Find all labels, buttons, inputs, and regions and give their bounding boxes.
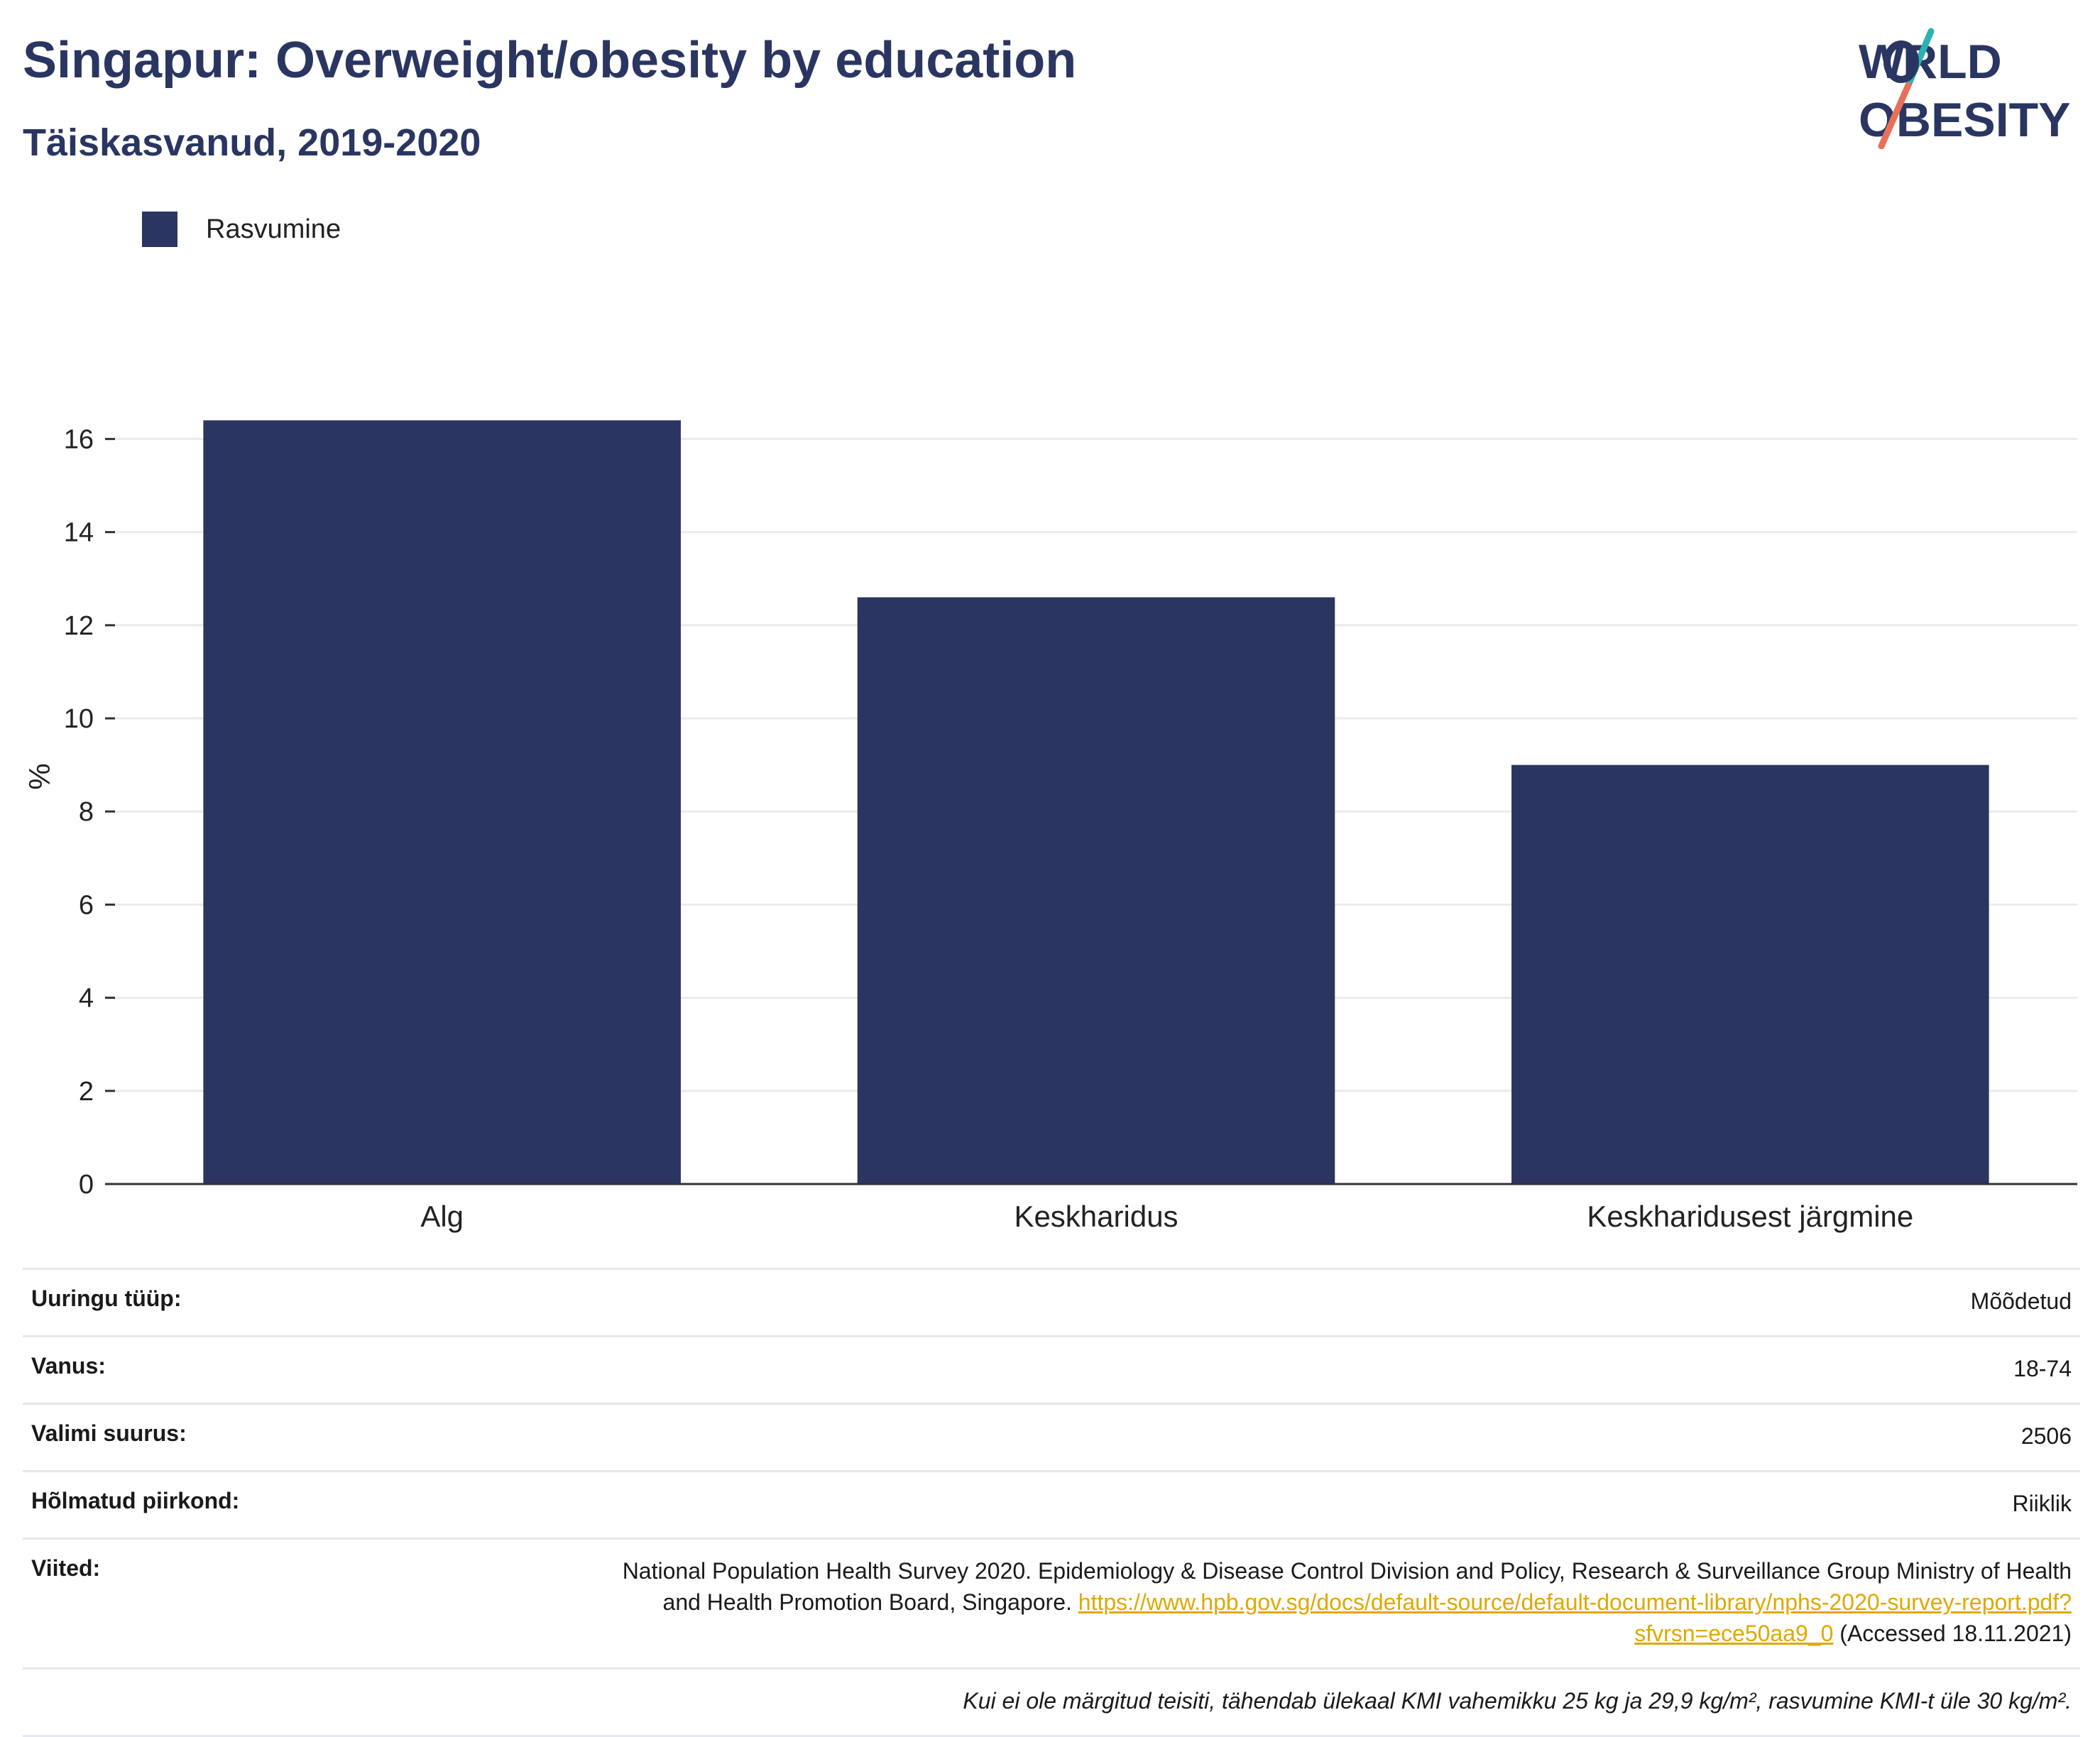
- y-axis-label: %: [23, 763, 56, 789]
- region-value: Riiklik: [2012, 1491, 2072, 1516]
- references-accessed: (Accessed 18.11.2021): [1833, 1621, 2072, 1646]
- y-tick-label: 12: [64, 611, 94, 641]
- bar-chart: 0 2 4 6 8 10 12 14 16% Alg Keskharidus Keskhariduse…: [23, 420, 2077, 1233]
- y-tick-label: 6: [79, 890, 94, 920]
- bar-2: [857, 597, 1335, 1184]
- chart-title: Singapur: Overweight/obesity by educatio…: [23, 32, 1077, 89]
- definition-note: Kui ei ole märgitud teisiti, tähendab ül…: [963, 1688, 2072, 1714]
- meta-row-note: Kui ei ole märgitud teisiti, tähendab ül…: [23, 1667, 2080, 1737]
- meta-row-survey-type: Uuringu tüüp: Mõõdetud: [23, 1268, 2080, 1335]
- references-value: National Population Health Survey 2020. …: [581, 1555, 2072, 1649]
- references-link[interactable]: https://www.hpb.gov.sg/docs/default-sour…: [1078, 1589, 2072, 1646]
- legend-swatch: [142, 212, 177, 247]
- y-tick-label: 4: [79, 984, 94, 1014]
- sample-size-value: 2506: [2020, 1423, 2072, 1449]
- chart-legend: Rasvumine: [142, 212, 341, 247]
- region-label: Hõlmatud piirkond:: [31, 1488, 240, 1513]
- age-label: Vanus:: [31, 1353, 106, 1379]
- meta-row-region: Hõlmatud piirkond: Riiklik: [23, 1470, 2080, 1538]
- x-tick-label: Alg: [420, 1200, 464, 1233]
- world-obesity-logo: W RLD OBESITY: [1859, 28, 2071, 149]
- survey-metadata-table: Uuringu tüüp: Mõõdetud Vanus: 18-74 Vali…: [23, 1268, 2080, 1737]
- age-value: 18-74: [2013, 1356, 2072, 1381]
- legend-label: Rasvumine: [206, 214, 341, 244]
- chart-subtitle: Täiskasvanud, 2019-2020: [23, 121, 481, 164]
- bar-1: [203, 420, 681, 1185]
- meta-row-references: Viited: National Population Health Surve…: [23, 1538, 2080, 1667]
- x-tick-label: Keskharidusest järgmine: [1587, 1200, 1913, 1233]
- y-tick-label: 14: [64, 518, 94, 548]
- sample-size-label: Valimi suurus:: [31, 1420, 187, 1446]
- bar-3: [1511, 765, 1989, 1184]
- y-tick-label: 2: [79, 1077, 94, 1107]
- meta-row-sample-size: Valimi suurus: 2506: [23, 1403, 2080, 1470]
- meta-row-age: Vanus: 18-74: [23, 1335, 2080, 1403]
- references-label: Viited:: [31, 1555, 101, 1581]
- y-tick-label: 0: [79, 1170, 94, 1200]
- y-tick-label: 10: [64, 704, 94, 734]
- x-tick-label: Keskharidus: [1014, 1200, 1178, 1233]
- y-tick-label: 16: [64, 424, 94, 454]
- y-tick-label: 8: [79, 797, 94, 827]
- survey-type-label: Uuringu tüüp:: [31, 1286, 182, 1311]
- survey-type-value: Mõõdetud: [1970, 1288, 2072, 1314]
- references-text: National Population Health Survey 2020. …: [622, 1558, 2072, 1615]
